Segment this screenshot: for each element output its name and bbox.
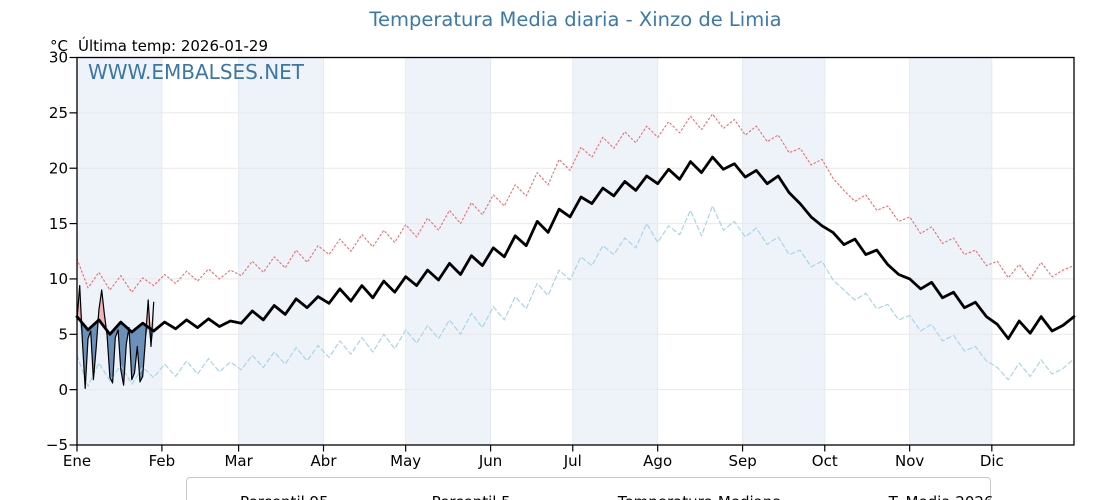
svg-text:30: 30: [49, 49, 68, 67]
last-temp-label: Última temp: 2026-01-29: [78, 37, 269, 55]
svg-text:Ago: Ago: [643, 452, 672, 470]
svg-text:Nov: Nov: [895, 452, 924, 470]
svg-text:−5: −5: [46, 436, 68, 454]
legend-item-percentil-95: Percentil 95: [199, 493, 329, 500]
svg-text:Ene: Ene: [63, 452, 91, 470]
legend-label-percentil-95: Percentil 95: [240, 493, 329, 500]
y-axis-unit-label: °C: [50, 37, 68, 55]
svg-text:Mar: Mar: [224, 452, 253, 470]
svg-text:May: May: [390, 452, 421, 470]
svg-text:Oct: Oct: [812, 452, 838, 470]
svg-text:Feb: Feb: [149, 452, 176, 470]
svg-text:15: 15: [49, 215, 68, 233]
svg-text:Dic: Dic: [980, 452, 1004, 470]
svg-text:25: 25: [49, 104, 68, 122]
legend-item-media-2026: T. Media 2026: [844, 493, 994, 500]
legend-label-media-2026: T. Media 2026: [889, 493, 994, 500]
svg-text:20: 20: [49, 159, 68, 177]
legend-label-mediana: Temperatura Mediana: [618, 493, 782, 500]
legend-item-percentil-5: Percentil 5: [391, 493, 511, 500]
svg-text:Jul: Jul: [563, 452, 582, 470]
svg-text:Jun: Jun: [478, 452, 502, 470]
legend-label-percentil-5: Percentil 5: [432, 493, 511, 500]
page-title: Temperatura Media diaria - Xinzo de Limi…: [369, 8, 782, 31]
legend-item-mediana: Temperatura Mediana: [573, 493, 782, 500]
svg-text:Abr: Abr: [311, 452, 338, 470]
svg-text:5: 5: [58, 325, 68, 343]
svg-text:Sep: Sep: [728, 452, 756, 470]
svg-text:10: 10: [49, 270, 68, 288]
svg-text:0: 0: [58, 381, 68, 399]
watermark: WWW.EMBALSES.NET: [88, 60, 305, 84]
legend: Percentil 95 Percentil 5 Temperatura Med…: [186, 477, 994, 500]
